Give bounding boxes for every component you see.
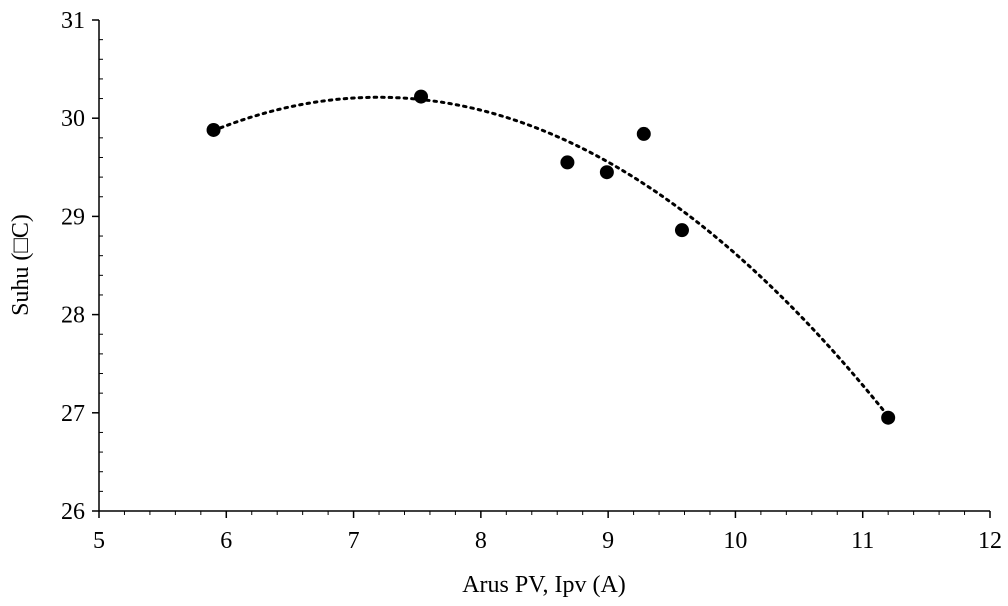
x-tick-label: 6: [220, 528, 232, 554]
x-tick-label: 8: [475, 528, 487, 554]
y-tick-label: 26: [61, 499, 85, 525]
data-point: [881, 410, 896, 425]
y-tick-label: 27: [61, 401, 85, 427]
x-tick-label: 12: [978, 528, 1002, 554]
x-tick-label: 11: [851, 528, 874, 554]
data-points: [206, 89, 896, 425]
y-tick-label: 28: [61, 303, 85, 329]
y-tick-label: 30: [61, 106, 85, 132]
y-tick-labels: 26 27 28 29 30 31: [61, 8, 85, 525]
x-tick-label: 10: [723, 528, 747, 554]
data-point: [414, 89, 429, 104]
plot-area: [92, 19, 991, 518]
y-tick-label: 29: [61, 204, 85, 230]
y-axis-title: Suhu (□C): [8, 214, 34, 316]
x-tick-label: 5: [93, 528, 105, 554]
axis-ticks: [92, 19, 991, 518]
data-point: [599, 165, 614, 180]
trendline: [212, 95, 890, 418]
data-point: [206, 122, 221, 137]
y-tick-label: 31: [61, 8, 85, 34]
data-point: [674, 223, 689, 238]
data-point: [560, 155, 575, 170]
x-tick-label: 9: [602, 528, 614, 554]
x-axis-title: Arus PV, Ipv (A): [462, 572, 626, 598]
x-tick-labels: 5 6 7 8 9 10 11 12: [93, 528, 1002, 554]
data-point: [636, 126, 651, 141]
x-tick-label: 7: [348, 528, 360, 554]
